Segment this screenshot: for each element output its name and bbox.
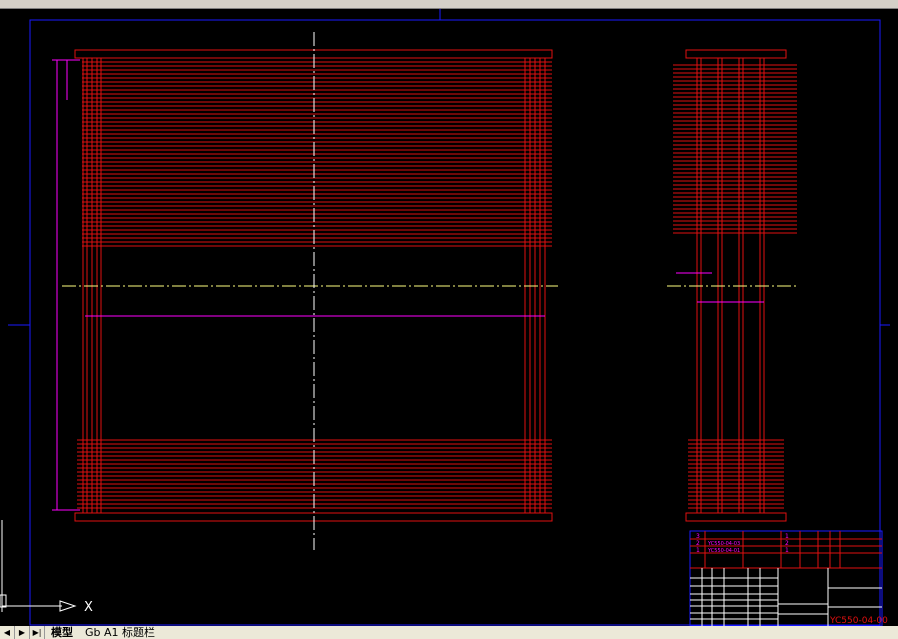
part-code-1: YC550-04-01	[707, 548, 740, 554]
layout-tabs: ◀ ▶ ▶| 模型 Gb A1 标题栏	[0, 626, 898, 639]
tab-nav-next[interactable]: ▶	[15, 626, 30, 639]
bottom-plate	[685, 512, 787, 522]
ucs-x-label: X	[84, 600, 93, 615]
geometry	[52, 32, 797, 550]
part-no-2: 2	[696, 540, 700, 547]
part-no-3: 3	[696, 533, 700, 540]
quantity-1: 1	[785, 547, 789, 554]
part-code-2: YC550-04-03	[707, 541, 740, 547]
quantity-3: 1	[785, 533, 789, 540]
ucs-icon	[0, 520, 77, 612]
tab-model[interactable]: 模型	[51, 626, 73, 639]
drawing-number: YC550-04-00	[829, 616, 888, 626]
tab-nav-last[interactable]: ▶|	[30, 626, 45, 639]
title-block: 3 2 1 YC550-04-03 YC550-04-01 1 2 1 YC55…	[689, 530, 888, 626]
part-no-1: 1	[696, 547, 700, 554]
quantity-2: 2	[785, 540, 789, 547]
drawing-frame	[29, 19, 881, 626]
toolbar	[0, 0, 898, 9]
top-plate	[685, 49, 787, 59]
tab-layout-gb-a1[interactable]: Gb A1 标题栏	[85, 626, 156, 639]
drawing-canvas[interactable]: 3 2 1 YC550-04-03 YC550-04-01 1 2 1 YC55…	[0, 9, 898, 626]
tab-nav-prev[interactable]: ◀	[0, 626, 15, 639]
